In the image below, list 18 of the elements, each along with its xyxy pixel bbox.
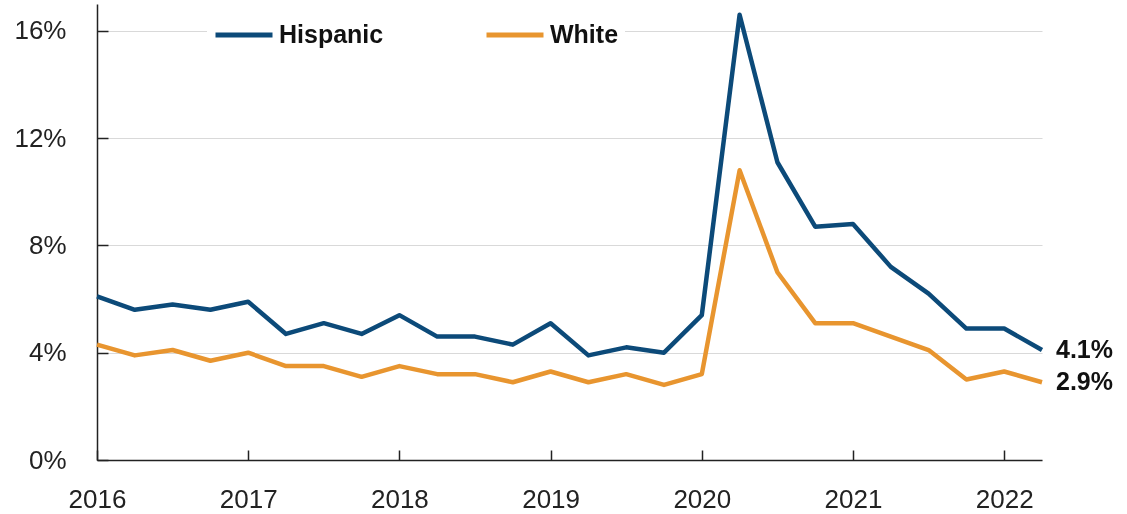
x-tick-label: 2021 [824, 483, 883, 514]
x-tick-label: 2016 [68, 483, 127, 514]
y-tick-label: 4% [28, 337, 67, 368]
y-tick-label: 12% [14, 122, 67, 153]
x-tick-label: 2017 [219, 483, 278, 514]
y-tick-label: 0% [28, 444, 67, 475]
x-tick-label: 2020 [673, 483, 732, 514]
x-tick-label: 2022 [975, 483, 1034, 514]
y-tick-label: 8% [28, 229, 67, 260]
legend-label: White [550, 20, 619, 48]
line-series [94, 168, 1045, 388]
y-tick-label: 16% [14, 15, 67, 46]
x-tick-label: 2018 [370, 483, 429, 514]
legend-label: Hispanic [279, 20, 384, 48]
data-label: 2.9% [1056, 367, 1113, 396]
data-label: 4.1% [1056, 335, 1113, 364]
line-series [94, 12, 1045, 358]
x-tick-label: 2019 [522, 483, 581, 514]
